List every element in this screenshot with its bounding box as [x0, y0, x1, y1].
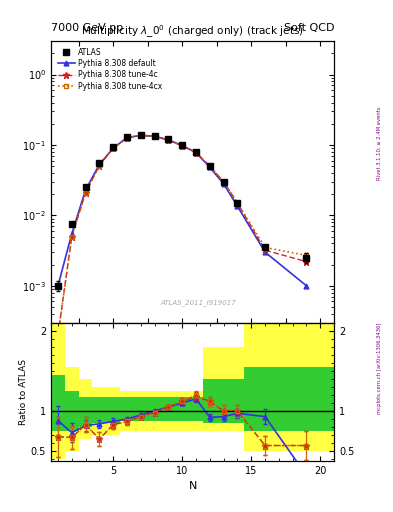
- Y-axis label: Ratio to ATLAS: Ratio to ATLAS: [19, 359, 28, 424]
- Title: Multiplicity $\lambda\_0^0$ (charged only) (track jets): Multiplicity $\lambda\_0^0$ (charged onl…: [81, 24, 304, 40]
- X-axis label: N: N: [188, 481, 197, 491]
- Text: Rivet 3.1.10; ≥ 2.4M events: Rivet 3.1.10; ≥ 2.4M events: [377, 106, 382, 180]
- Text: mcplots.cern.ch [arXiv:1306.3436]: mcplots.cern.ch [arXiv:1306.3436]: [377, 323, 382, 414]
- Legend: ATLAS, Pythia 8.308 default, Pythia 8.308 tune-4c, Pythia 8.308 tune-4cx: ATLAS, Pythia 8.308 default, Pythia 8.30…: [55, 45, 165, 94]
- Text: Soft QCD: Soft QCD: [284, 23, 334, 33]
- Text: 7000 GeV pp: 7000 GeV pp: [51, 23, 123, 33]
- Text: ATLAS_2011_I919017: ATLAS_2011_I919017: [160, 299, 236, 306]
